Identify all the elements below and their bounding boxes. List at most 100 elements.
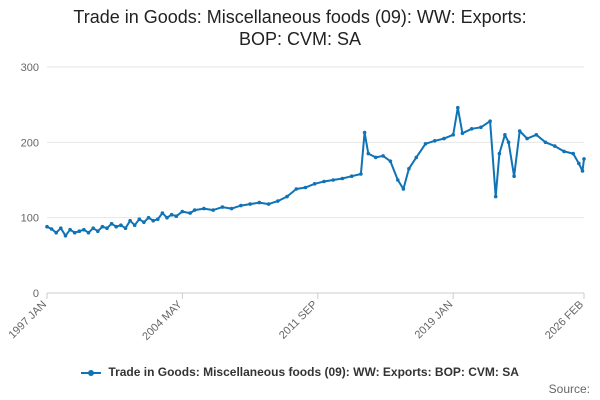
data-point xyxy=(460,131,465,136)
x-tick-label: 2019 JAN xyxy=(413,299,456,342)
data-point xyxy=(331,178,336,182)
data-point xyxy=(211,208,215,212)
data-point xyxy=(506,140,511,145)
data-point xyxy=(248,202,252,206)
data-point xyxy=(276,199,280,203)
data-point xyxy=(322,179,326,184)
data-point xyxy=(517,129,522,133)
data-point xyxy=(562,149,566,154)
data-point xyxy=(220,205,225,209)
data-point xyxy=(142,220,146,224)
y-tick-label: 0 xyxy=(33,288,39,300)
data-point xyxy=(82,227,86,232)
data-point xyxy=(160,211,165,215)
chart-title-line-2: BOP: CVM: SA xyxy=(238,29,362,49)
legend-label: Trade in Goods: Miscellaneous foods (09)… xyxy=(108,365,519,379)
data-point xyxy=(451,133,456,137)
data-point xyxy=(543,140,548,145)
data-point xyxy=(388,159,393,163)
data-point xyxy=(479,125,483,130)
x-tick-label: 2011 SEP xyxy=(277,299,320,342)
series-line xyxy=(46,106,585,237)
data-point xyxy=(396,178,400,182)
data-point xyxy=(525,136,529,141)
data-point xyxy=(423,142,428,146)
y-tick-label: 200 xyxy=(21,137,39,149)
data-point xyxy=(229,206,234,211)
data-point xyxy=(151,218,155,223)
data-point xyxy=(105,226,109,230)
data-point xyxy=(577,161,581,166)
x-tick-label: 2026 FEB xyxy=(543,299,586,342)
data-point xyxy=(266,202,271,206)
data-point xyxy=(123,226,128,230)
x-tick-label: 2004 MAY xyxy=(140,298,185,343)
data-point xyxy=(294,187,299,191)
data-point xyxy=(373,155,378,160)
data-point xyxy=(192,208,197,212)
data-point xyxy=(239,203,243,208)
legend-swatch-icon xyxy=(81,368,102,378)
data-point xyxy=(174,214,179,218)
data-point xyxy=(91,226,95,230)
data-point xyxy=(202,206,206,211)
data-point xyxy=(96,229,100,233)
data-point xyxy=(49,227,54,231)
data-point xyxy=(414,155,419,160)
data-point xyxy=(68,227,72,232)
data-point xyxy=(86,230,91,235)
data-point xyxy=(169,212,174,217)
data-point xyxy=(63,233,68,238)
data-point xyxy=(407,166,411,171)
data-point xyxy=(100,224,105,229)
data-point xyxy=(580,169,585,173)
data-point xyxy=(340,176,345,181)
data-point xyxy=(312,182,317,186)
data-point xyxy=(45,224,49,229)
data-point xyxy=(146,215,151,220)
data-point xyxy=(497,151,502,156)
data-point xyxy=(132,223,137,227)
data-point xyxy=(362,130,367,135)
data-point xyxy=(72,230,77,235)
data-point xyxy=(303,185,308,190)
data-point xyxy=(137,217,142,221)
data-point xyxy=(442,136,446,141)
y-tick-label: 300 xyxy=(21,62,39,74)
data-point xyxy=(493,194,498,199)
data-point xyxy=(381,154,385,158)
data-point xyxy=(180,209,185,214)
data-point xyxy=(488,119,492,123)
data-point xyxy=(582,157,586,161)
data-point xyxy=(188,211,192,215)
data-point xyxy=(359,172,363,176)
data-point xyxy=(165,215,169,220)
y-tick-label: 100 xyxy=(21,213,39,225)
data-point xyxy=(349,174,354,178)
data-point xyxy=(128,218,132,223)
data-point xyxy=(512,174,516,178)
data-point xyxy=(285,194,289,199)
legend-dot xyxy=(88,369,95,376)
data-point xyxy=(553,144,557,148)
data-point xyxy=(77,229,82,233)
data-point xyxy=(59,226,63,230)
data-point xyxy=(433,139,437,143)
data-point xyxy=(54,230,58,235)
data-point xyxy=(469,127,474,131)
data-point xyxy=(571,151,575,156)
x-tick-label: 1997 JAN xyxy=(6,299,49,342)
data-point xyxy=(119,223,123,227)
source-label: Source: xyxy=(548,382,590,396)
legend[interactable]: Trade in Goods: Miscellaneous foods (09)… xyxy=(0,365,600,379)
chart-title: Trade in Goods: Miscellaneous foods (09)… xyxy=(0,6,600,50)
chart-title-line-1: Trade in Goods: Miscellaneous foods (09)… xyxy=(73,7,527,27)
data-point xyxy=(456,105,460,110)
data-point xyxy=(503,133,507,137)
data-point xyxy=(257,200,262,205)
data-point xyxy=(401,187,406,191)
data-point xyxy=(366,151,371,156)
data-point xyxy=(534,133,539,137)
